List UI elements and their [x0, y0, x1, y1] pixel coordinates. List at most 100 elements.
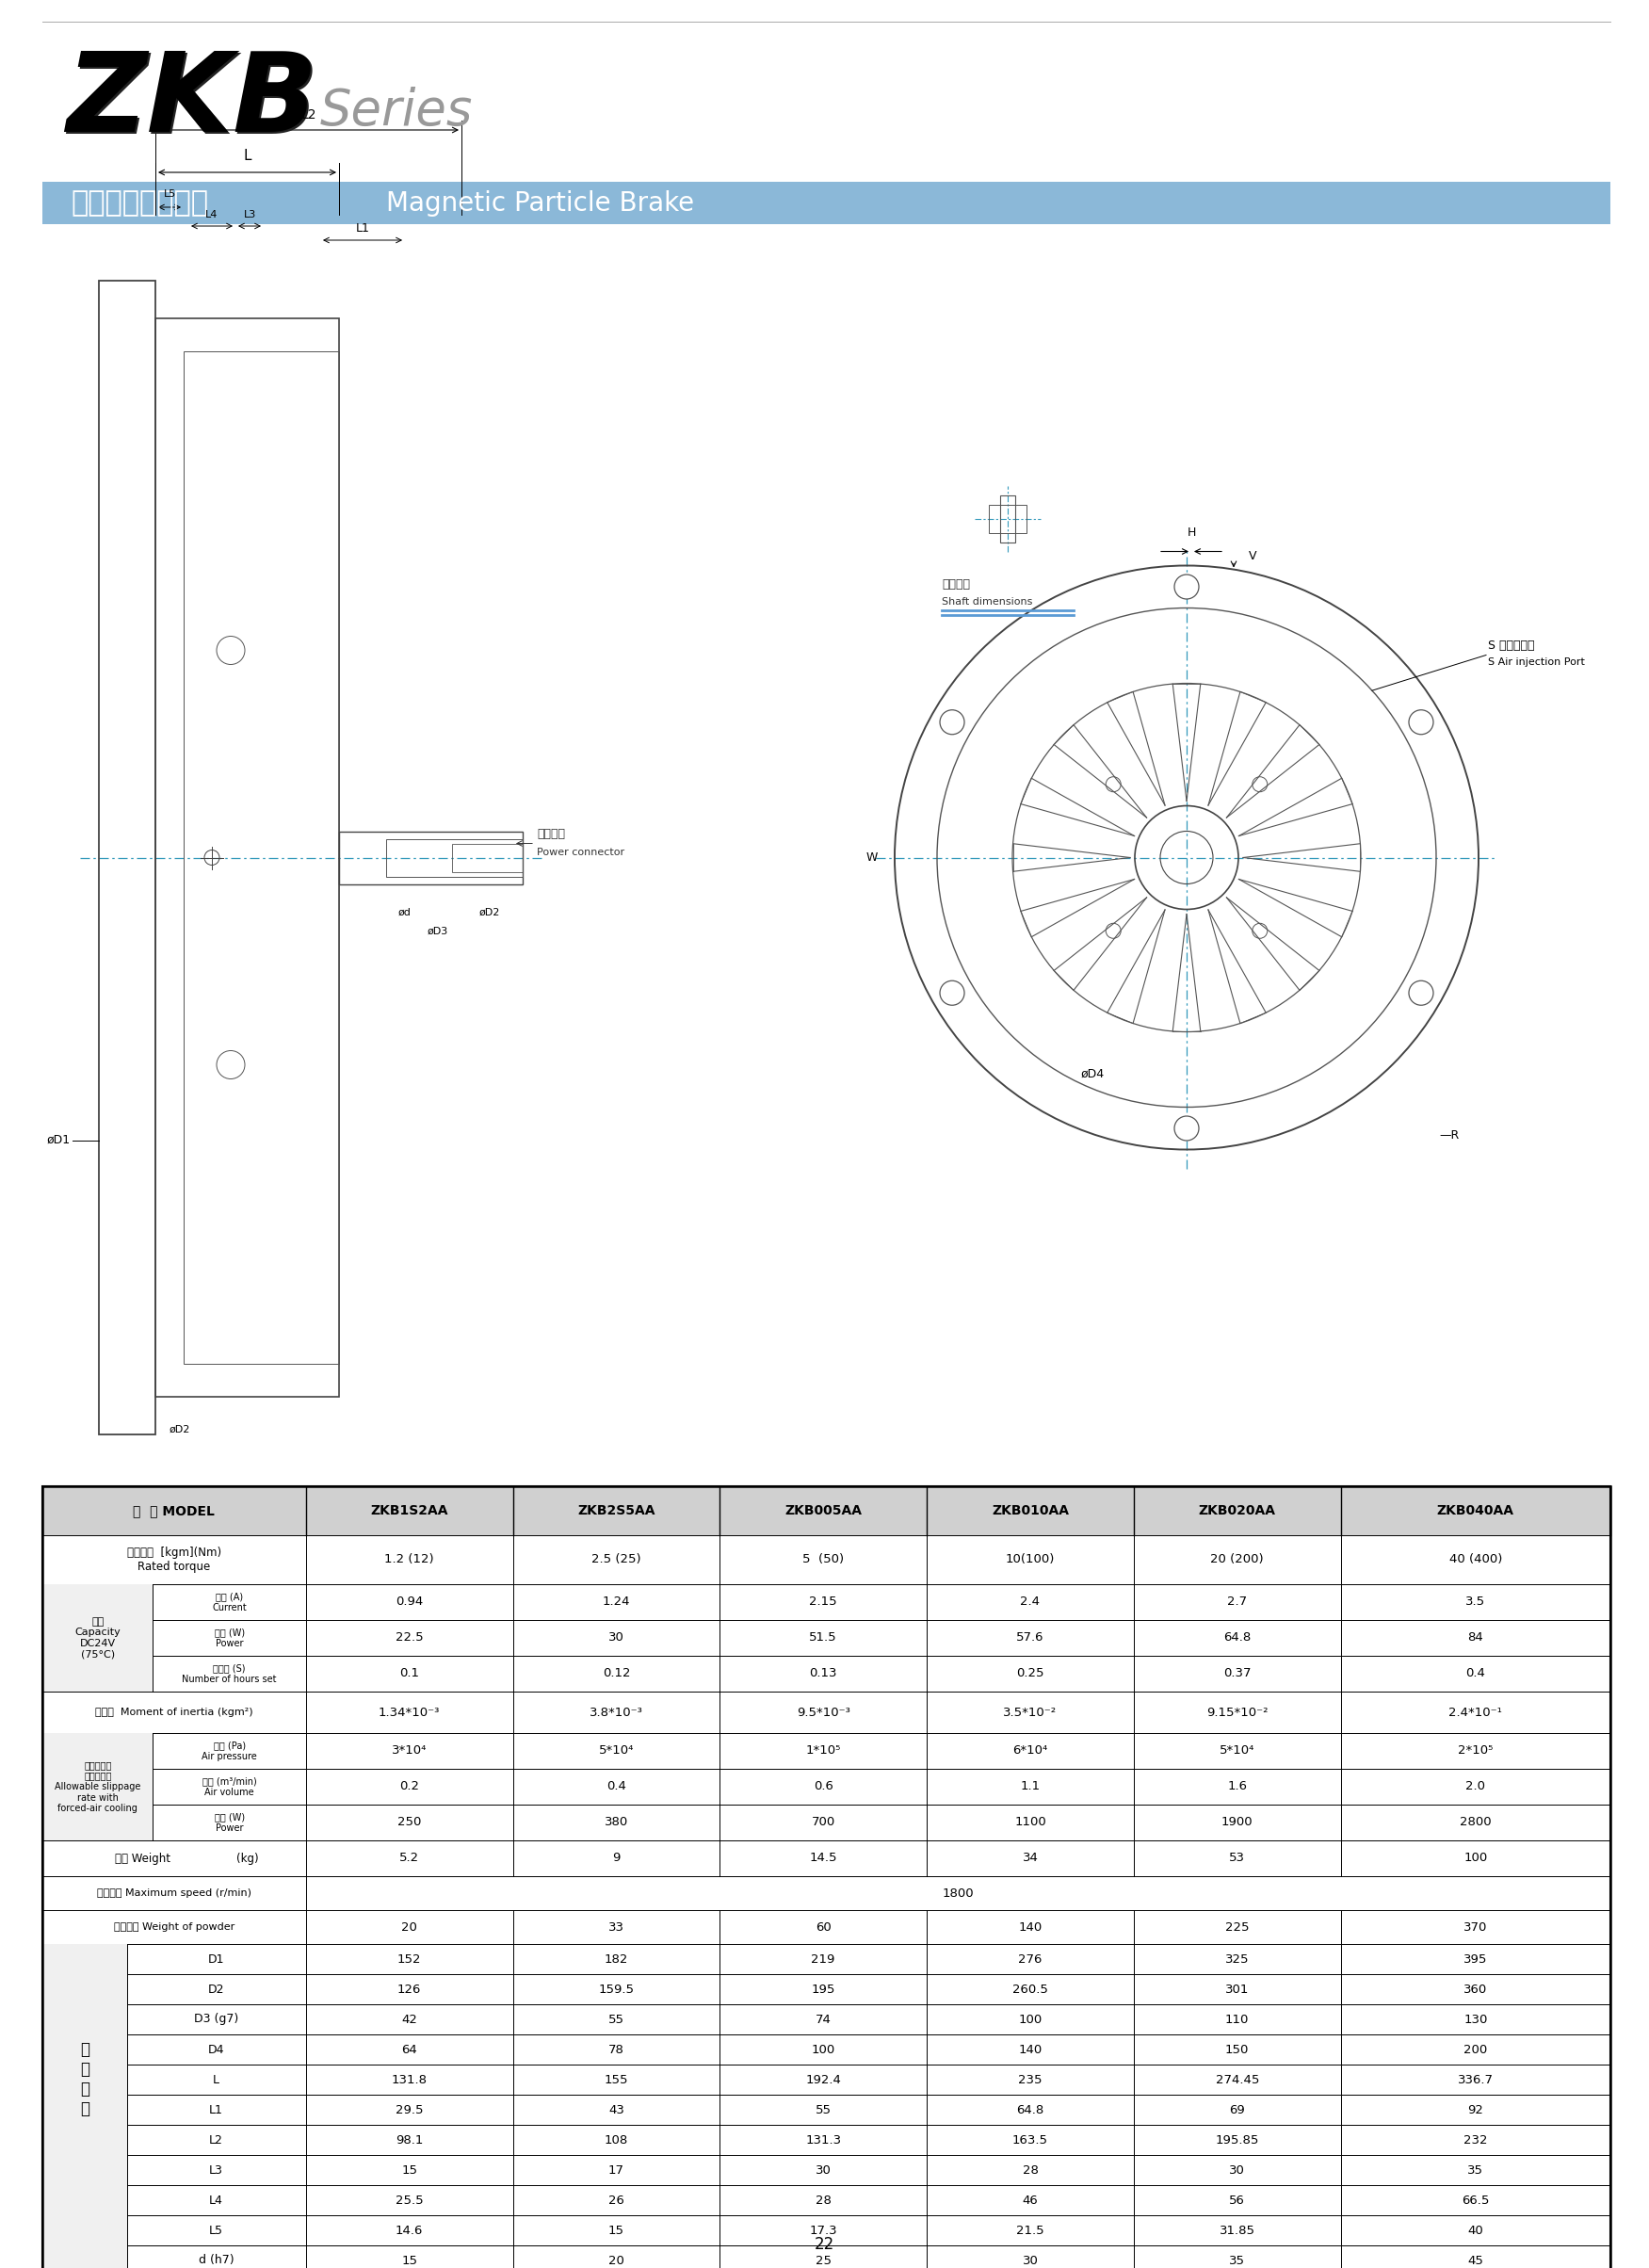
Text: øD4: øD4 — [1080, 1068, 1105, 1080]
Text: L: L — [213, 2073, 219, 2087]
Text: 155: 155 — [604, 2073, 628, 2087]
Text: 28: 28 — [815, 2193, 831, 2207]
Text: D3 (g7): D3 (g7) — [195, 2014, 239, 2025]
Bar — [43, 1486, 1611, 1535]
Text: ZKB2S5AA: ZKB2S5AA — [577, 1504, 655, 1517]
Bar — [43, 2184, 1611, 2216]
Circle shape — [940, 710, 965, 735]
Bar — [43, 1805, 1611, 1839]
Text: 69: 69 — [1229, 2105, 1245, 2116]
Text: 84: 84 — [1468, 1631, 1484, 1644]
Text: 131.8: 131.8 — [391, 2073, 427, 2087]
Text: 1.34*10⁻³: 1.34*10⁻³ — [379, 1706, 440, 1719]
Bar — [43, 1839, 1611, 1876]
Text: 1.6: 1.6 — [1227, 1780, 1247, 1792]
Text: 100: 100 — [1464, 1853, 1487, 1864]
Text: 電流 (A)
Current: 電流 (A) Current — [213, 1592, 247, 1613]
Bar — [43, 2245, 1611, 2268]
Text: H: H — [1187, 526, 1196, 540]
Text: L2: L2 — [209, 2134, 223, 2146]
Text: 395: 395 — [1464, 1953, 1487, 1964]
Text: 1.1: 1.1 — [1021, 1780, 1041, 1792]
Text: 152: 152 — [397, 1953, 420, 1964]
Text: ZKB010AA: ZKB010AA — [991, 1504, 1069, 1517]
Text: øD3: øD3 — [427, 925, 449, 937]
Text: 20 (200): 20 (200) — [1210, 1554, 1263, 1565]
Bar — [43, 1733, 1611, 1769]
Bar — [43, 2155, 1611, 2184]
Text: 2.4: 2.4 — [1021, 1597, 1041, 1608]
Bar — [155, 318, 340, 1397]
Bar — [43, 1944, 1611, 1973]
Text: 126: 126 — [397, 1982, 420, 1996]
Text: d (h7): d (h7) — [198, 2254, 234, 2266]
Text: 336.7: 336.7 — [1458, 2073, 1494, 2087]
Text: 15: 15 — [401, 2164, 417, 2177]
Text: 40: 40 — [1468, 2225, 1484, 2236]
Circle shape — [1174, 1116, 1199, 1141]
Text: 最高轉速 Maximum speed (r/min): 最高轉速 Maximum speed (r/min) — [97, 1889, 251, 1898]
Bar — [43, 2034, 1611, 2064]
Bar — [43, 2096, 1611, 2125]
Text: 功率 (W)
Power: 功率 (W) Power — [214, 1812, 244, 1833]
Text: 250: 250 — [397, 1817, 420, 1828]
Text: 2800: 2800 — [1459, 1817, 1491, 1828]
Text: Magnetic Particle Brake: Magnetic Particle Brake — [386, 191, 694, 215]
Text: 159.5: 159.5 — [599, 1982, 635, 1996]
Text: 66.5: 66.5 — [1461, 2193, 1489, 2207]
Bar — [452, 844, 523, 871]
Text: 33: 33 — [608, 1921, 625, 1932]
Text: 9.5*10⁻³: 9.5*10⁻³ — [796, 1706, 849, 1719]
Text: 電源接頭: 電源接頭 — [538, 828, 566, 839]
Text: ZKB020AA: ZKB020AA — [1199, 1504, 1276, 1517]
Text: L1: L1 — [356, 222, 369, 234]
Circle shape — [1408, 710, 1433, 735]
Text: 20: 20 — [608, 2254, 625, 2266]
Text: L3: L3 — [244, 211, 256, 220]
Text: 25.5: 25.5 — [396, 2193, 424, 2207]
Text: 磁粉重量 Weight of powder: 磁粉重量 Weight of powder — [114, 1923, 234, 1932]
Text: D2: D2 — [208, 1982, 224, 1996]
Bar — [43, 2005, 1611, 2034]
Text: S Air injection Port: S Air injection Port — [1487, 658, 1585, 667]
Text: 1800: 1800 — [942, 1887, 975, 1898]
Text: 0.2: 0.2 — [399, 1780, 419, 1792]
Text: (kg): (kg) — [237, 1853, 259, 1864]
Text: 5.2: 5.2 — [399, 1853, 419, 1864]
Text: 64: 64 — [401, 2043, 417, 2055]
Text: 276: 276 — [1019, 1953, 1042, 1964]
Text: 3*10⁴: 3*10⁴ — [392, 1744, 427, 1758]
Text: 100: 100 — [811, 2043, 834, 2055]
Text: 78: 78 — [608, 2043, 625, 2055]
Text: 1.24: 1.24 — [602, 1597, 630, 1608]
Bar — [43, 2216, 1611, 2245]
Text: 42: 42 — [401, 2014, 417, 2025]
Bar — [43, 1619, 1611, 1656]
Text: 98.1: 98.1 — [396, 2134, 424, 2146]
Text: 301: 301 — [1225, 1982, 1250, 1996]
Text: 10(100): 10(100) — [1006, 1554, 1055, 1565]
Text: L5: L5 — [163, 188, 176, 200]
Text: 3.8*10⁻³: 3.8*10⁻³ — [589, 1706, 643, 1719]
Text: 57.6: 57.6 — [1016, 1631, 1044, 1644]
Text: 3.5*10⁻²: 3.5*10⁻² — [1003, 1706, 1057, 1719]
Text: L4: L4 — [209, 2193, 223, 2207]
Text: —R: —R — [1440, 1129, 1459, 1141]
Text: 31.85: 31.85 — [1219, 2225, 1255, 2236]
Text: 53: 53 — [1229, 1853, 1245, 1864]
Text: 232: 232 — [1464, 2134, 1487, 2146]
Text: 92: 92 — [1468, 2105, 1484, 2116]
Text: 56: 56 — [1229, 2193, 1245, 2207]
Text: 風量 (m³/min)
Air volume: 風量 (m³/min) Air volume — [203, 1776, 257, 1796]
Text: 700: 700 — [811, 1817, 834, 1828]
Text: L3: L3 — [209, 2164, 223, 2177]
Bar — [43, 1910, 1611, 1944]
Text: 5  (50): 5 (50) — [803, 1554, 844, 1565]
Text: 重量 Weight: 重量 Weight — [115, 1853, 170, 1864]
Text: 46: 46 — [1022, 2193, 1039, 2207]
Bar — [43, 181, 1611, 225]
Text: 140: 140 — [1019, 1921, 1042, 1932]
Text: 20: 20 — [401, 1921, 417, 1932]
Text: 150: 150 — [1225, 2043, 1250, 2055]
Text: 時定數 (S)
Number of hours set: 時定數 (S) Number of hours set — [181, 1662, 277, 1683]
